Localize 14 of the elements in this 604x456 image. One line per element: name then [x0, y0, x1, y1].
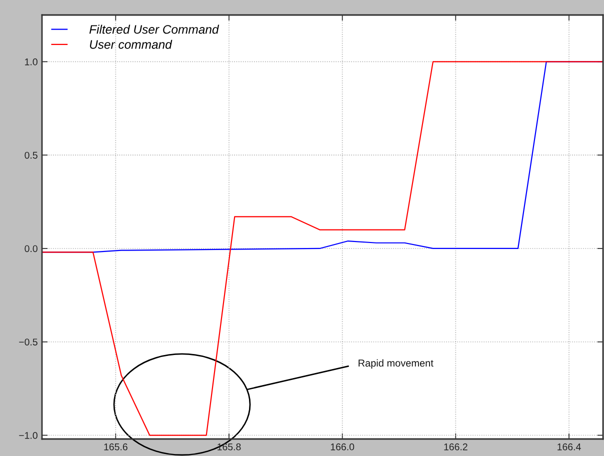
x-tick-label: 166.4 — [558, 443, 581, 450]
legend-label: Filtered User Command — [89, 24, 220, 34]
legend-label: User command — [90, 40, 172, 49]
x-tick-label: 166.2 — [444, 443, 468, 450]
y-tick-label: −0.5 — [19, 338, 38, 346]
y-tick-label: 1.0 — [25, 58, 38, 66]
x-tick-label: 165.6 — [104, 443, 128, 450]
x-tick-label: 166.0 — [330, 443, 354, 450]
annotation: Rapid movement — [358, 359, 434, 369]
y-tick-label: 0.0 — [24, 245, 38, 252]
y-tick-label: 0.5 — [24, 152, 38, 159]
x-tick-label: 165.8 — [218, 443, 241, 450]
line-series — [42, 61, 603, 436]
y-tick-label: −1.0 — [19, 432, 38, 439]
